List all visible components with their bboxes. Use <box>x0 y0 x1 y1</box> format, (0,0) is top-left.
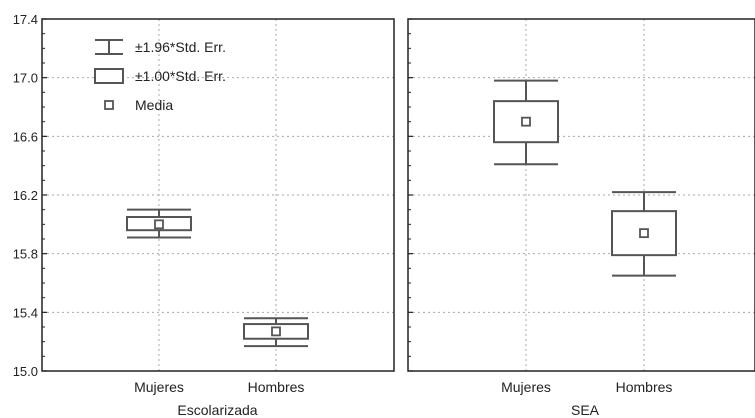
legend-label: ±1.00*Std. Err. <box>135 68 226 84</box>
legend-item-whisker: ±1.96*Std. Err. <box>95 39 226 55</box>
box-sea-hombres <box>611 191 677 277</box>
category-label: Hombres <box>616 379 673 395</box>
legend-item-point: Media <box>104 97 173 113</box>
category-label: Hombres <box>248 379 305 395</box>
boxes-layer <box>126 79 677 348</box>
mean-point <box>154 219 164 230</box>
frame-layer <box>41 18 755 372</box>
category-label: Mujeres <box>501 379 551 395</box>
box-sea-mujeres <box>493 79 559 166</box>
group-label: Escolarizada <box>177 402 257 418</box>
box-escolarizada-mujeres <box>126 208 192 239</box>
legend: ±1.96*Std. Err. ±1.00*Std. Err. Media <box>94 39 226 113</box>
category-label: Mujeres <box>134 379 184 395</box>
mean-point <box>639 228 649 239</box>
legend-box <box>94 68 124 84</box>
y-tick-label: 16.6 <box>13 129 38 144</box>
legend-label: Media <box>135 97 173 113</box>
group-label: SEA <box>571 402 600 418</box>
y-tick-label: 15.0 <box>13 364 38 379</box>
y-tick-label: 16.2 <box>13 188 38 203</box>
y-tick-label: 17.0 <box>13 71 38 86</box>
panel-frame-2 <box>407 18 755 372</box>
y-tick-label: 15.8 <box>13 247 38 262</box>
mean-point <box>521 116 531 127</box>
legend-label: ±1.96*Std. Err. <box>135 39 226 55</box>
legend-point <box>104 100 114 110</box>
box-escolarizada-hombres <box>243 317 309 348</box>
y-tick-label: 15.4 <box>13 305 38 320</box>
legend-item-box: ±1.00*Std. Err. <box>94 68 226 84</box>
labels-layer: Mujeres Hombres Escolarizada Mujeres Hombres… <box>13 12 673 418</box>
y-tick-label: 17.4 <box>13 12 38 27</box>
mean-point <box>271 326 281 337</box>
std-err-box <box>493 100 559 144</box>
